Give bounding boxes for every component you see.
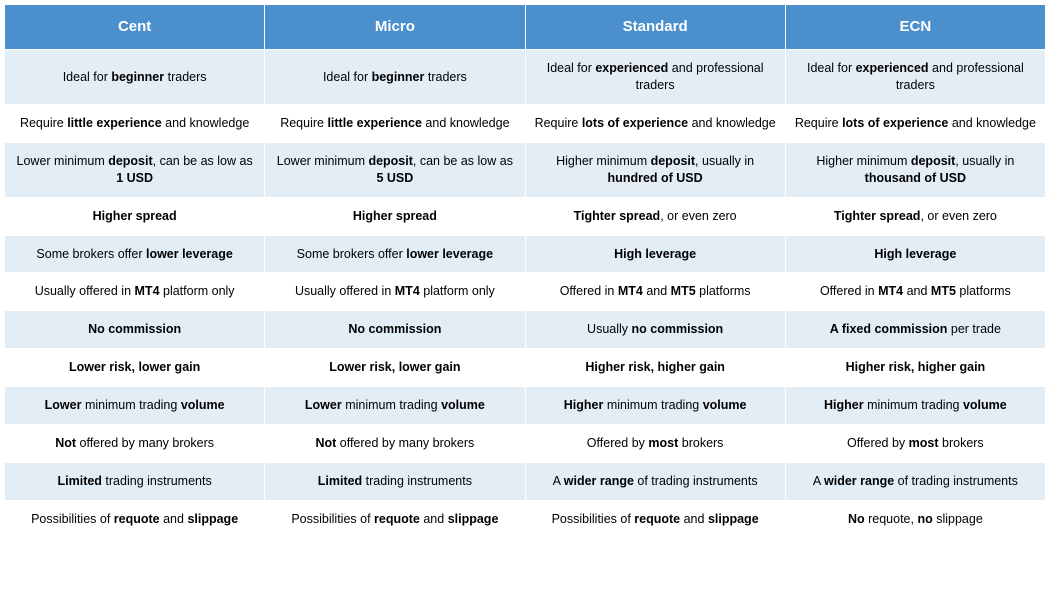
cell: High leverage xyxy=(785,235,1045,273)
cell: Possibilities of requote and slippage xyxy=(525,500,785,538)
cell: Require little experience and knowledge xyxy=(5,105,265,143)
cell: Higher risk, higher gain xyxy=(785,349,1045,387)
table-row: Lower risk, lower gain Lower risk, lower… xyxy=(5,349,1046,387)
table-row: Higher spread Higher spread Tighter spre… xyxy=(5,197,1046,235)
cell: Higher spread xyxy=(265,197,525,235)
cell: Ideal for experienced and professional t… xyxy=(525,50,785,105)
cell: Offered in MT4 and MT5 platforms xyxy=(525,273,785,311)
cell: Lower minimum trading volume xyxy=(5,387,265,425)
cell: Lower minimum deposit, can be as low as … xyxy=(265,142,525,197)
table-row: Some brokers offer lower leverage Some b… xyxy=(5,235,1046,273)
cell: Lower minimum trading volume xyxy=(265,387,525,425)
cell: Tighter spread, or even zero xyxy=(785,197,1045,235)
table-row: Lower minimum deposit, can be as low as … xyxy=(5,142,1046,197)
cell: A wider range of trading instruments xyxy=(785,462,1045,500)
header-micro: Micro xyxy=(265,5,525,50)
cell: Lower risk, lower gain xyxy=(5,349,265,387)
cell: High leverage xyxy=(525,235,785,273)
cell: Usually offered in MT4 platform only xyxy=(265,273,525,311)
cell: Usually no commission xyxy=(525,311,785,349)
table-row: Limited trading instruments Limited trad… xyxy=(5,462,1046,500)
header-row: Cent Micro Standard ECN xyxy=(5,5,1046,50)
cell: Tighter spread, or even zero xyxy=(525,197,785,235)
cell: Offered by most brokers xyxy=(785,424,1045,462)
cell: No requote, no slippage xyxy=(785,500,1045,538)
cell: Higher spread xyxy=(5,197,265,235)
cell: Higher risk, higher gain xyxy=(525,349,785,387)
cell: Ideal for beginner traders xyxy=(5,50,265,105)
cell: Lower minimum deposit, can be as low as … xyxy=(5,142,265,197)
cell: No commission xyxy=(5,311,265,349)
cell: Offered in MT4 and MT5 platforms xyxy=(785,273,1045,311)
cell: A fixed commission per trade xyxy=(785,311,1045,349)
cell: Usually offered in MT4 platform only xyxy=(5,273,265,311)
cell: Possibilities of requote and slippage xyxy=(5,500,265,538)
cell: Some brokers offer lower leverage xyxy=(265,235,525,273)
table-row: Ideal for beginner traders Ideal for beg… xyxy=(5,50,1046,105)
cell: Require lots of experience and knowledge xyxy=(525,105,785,143)
cell: Some brokers offer lower leverage xyxy=(5,235,265,273)
cell: Higher minimum deposit, usually in thous… xyxy=(785,142,1045,197)
cell: Higher minimum deposit, usually in hundr… xyxy=(525,142,785,197)
cell: A wider range of trading instruments xyxy=(525,462,785,500)
cell: Limited trading instruments xyxy=(265,462,525,500)
cell: Require little experience and knowledge xyxy=(265,105,525,143)
header-cent: Cent xyxy=(5,5,265,50)
cell: Lower risk, lower gain xyxy=(265,349,525,387)
cell: No commission xyxy=(265,311,525,349)
table-row: Usually offered in MT4 platform only Usu… xyxy=(5,273,1046,311)
cell: Ideal for experienced and professional t… xyxy=(785,50,1045,105)
cell: Not offered by many brokers xyxy=(265,424,525,462)
cell: Higher minimum trading volume xyxy=(525,387,785,425)
table-row: Possibilities of requote and slippage Po… xyxy=(5,500,1046,538)
cell: Higher minimum trading volume xyxy=(785,387,1045,425)
header-standard: Standard xyxy=(525,5,785,50)
table-row: No commission No commission Usually no c… xyxy=(5,311,1046,349)
cell: Not offered by many brokers xyxy=(5,424,265,462)
cell: Ideal for beginner traders xyxy=(265,50,525,105)
cell: Offered by most brokers xyxy=(525,424,785,462)
account-types-table: Cent Micro Standard ECN Ideal for beginn… xyxy=(4,4,1046,539)
table-row: Not offered by many brokers Not offered … xyxy=(5,424,1046,462)
cell: Require lots of experience and knowledge xyxy=(785,105,1045,143)
table-row: Lower minimum trading volume Lower minim… xyxy=(5,387,1046,425)
cell: Limited trading instruments xyxy=(5,462,265,500)
table-row: Require little experience and knowledge … xyxy=(5,105,1046,143)
header-ecn: ECN xyxy=(785,5,1045,50)
cell: Possibilities of requote and slippage xyxy=(265,500,525,538)
